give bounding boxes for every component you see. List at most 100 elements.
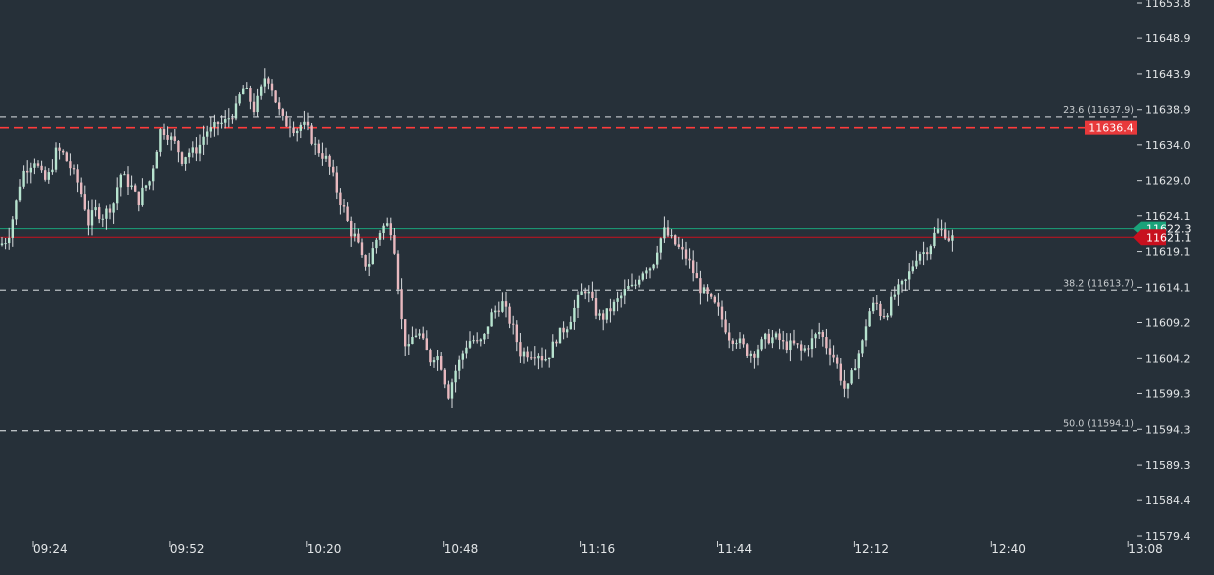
fib-level-label: 23.6 (11637.9) bbox=[1063, 105, 1134, 116]
candle-down bbox=[674, 235, 677, 245]
candle-down bbox=[76, 169, 79, 183]
price-axis[interactable]: 11653.8 11648.9 11643.9 11638.9 11634.0 11629… bbox=[1137, 0, 1191, 543]
candle-down bbox=[40, 165, 43, 171]
candle-down bbox=[720, 306, 724, 320]
candle-down bbox=[713, 296, 716, 303]
y-tick-label: 11638.9 bbox=[1145, 104, 1191, 117]
candle-up bbox=[933, 232, 936, 247]
candle-down bbox=[724, 319, 727, 333]
candle-up bbox=[242, 88, 245, 95]
candle-up bbox=[33, 163, 36, 168]
candle-up bbox=[659, 238, 662, 253]
candle-down bbox=[126, 174, 130, 188]
candle-up bbox=[51, 169, 54, 173]
candle-down bbox=[281, 109, 284, 116]
y-tick-label: 11589.3 bbox=[1145, 459, 1191, 472]
candle-down bbox=[746, 344, 749, 356]
candle-down bbox=[710, 293, 713, 297]
candle-up bbox=[296, 130, 299, 134]
candle-up bbox=[558, 327, 562, 344]
candle-down bbox=[717, 302, 720, 307]
candle-down bbox=[400, 289, 403, 320]
candle-down bbox=[782, 340, 785, 342]
candle-down bbox=[36, 163, 40, 166]
candle-up bbox=[702, 287, 706, 294]
candle-up bbox=[105, 208, 108, 219]
candle-down bbox=[26, 170, 29, 173]
candle-down bbox=[80, 182, 83, 195]
candle-down bbox=[332, 166, 335, 173]
candle-down bbox=[288, 126, 292, 128]
candle-up bbox=[616, 298, 619, 302]
candle-down bbox=[69, 161, 72, 169]
candle-up bbox=[735, 343, 738, 345]
candle-up bbox=[764, 333, 767, 340]
candle-down bbox=[357, 233, 360, 243]
candle-down bbox=[944, 229, 947, 239]
candle-down bbox=[609, 308, 612, 312]
candle-down bbox=[555, 341, 558, 344]
candle-up bbox=[501, 301, 504, 312]
candle-down bbox=[807, 348, 810, 350]
candle-down bbox=[137, 191, 140, 206]
candle-down bbox=[785, 341, 788, 351]
candle-up bbox=[774, 333, 778, 338]
candle-down bbox=[728, 332, 731, 341]
candle-up bbox=[749, 353, 752, 356]
candle-down bbox=[396, 253, 400, 290]
candle-down bbox=[695, 273, 698, 279]
candle-up bbox=[159, 129, 162, 152]
candle-down bbox=[216, 122, 220, 125]
x-tick-label: 11:44 bbox=[718, 542, 753, 556]
candle-up bbox=[382, 225, 385, 234]
candle-down bbox=[562, 327, 565, 333]
candle-up bbox=[576, 294, 580, 308]
candle-up bbox=[663, 227, 666, 239]
candle-down bbox=[497, 310, 500, 312]
price-lines bbox=[0, 126, 1137, 238]
candle-up bbox=[263, 78, 266, 87]
candle-down bbox=[278, 102, 281, 110]
candle-up bbox=[893, 294, 896, 297]
last-price-tag bbox=[1133, 229, 1166, 246]
candle-down bbox=[684, 249, 688, 259]
candle-up bbox=[918, 254, 922, 261]
candle-up bbox=[868, 311, 871, 327]
candle-up bbox=[738, 338, 742, 344]
candle-up bbox=[605, 308, 608, 320]
x-tick-label: 09:24 bbox=[33, 542, 68, 556]
x-tick-label: 09:52 bbox=[170, 542, 205, 556]
candle-up bbox=[598, 313, 601, 316]
candle-down bbox=[796, 343, 799, 345]
y-tick-label: 11643.9 bbox=[1145, 68, 1191, 81]
candle-down bbox=[594, 298, 598, 316]
candle-down bbox=[62, 150, 65, 153]
candle-down bbox=[342, 205, 346, 207]
candle-up bbox=[18, 186, 22, 201]
x-tick-label: 10:20 bbox=[307, 542, 342, 556]
candle-down bbox=[393, 235, 396, 254]
candle-down bbox=[526, 351, 529, 358]
candle-down bbox=[339, 192, 342, 206]
candle-down bbox=[180, 152, 184, 164]
candle-down bbox=[731, 340, 734, 344]
candle-up bbox=[760, 339, 763, 350]
candle-up bbox=[90, 210, 94, 226]
time-axis[interactable]: 09:24 09:52 10:20 10:48 11:16 11:44 12:12 12:40… bbox=[32, 541, 1163, 556]
candle-up bbox=[537, 355, 540, 359]
candle-up bbox=[468, 341, 472, 348]
y-tick-label: 11579.4 bbox=[1145, 530, 1191, 543]
y-tick-label: 11629.0 bbox=[1145, 175, 1191, 188]
candle-up bbox=[771, 337, 774, 344]
candle-down bbox=[87, 209, 90, 226]
candle-up bbox=[386, 223, 389, 226]
candle-up bbox=[112, 203, 115, 213]
candle-up bbox=[573, 307, 576, 322]
x-tick-label: 13:08 bbox=[1128, 542, 1163, 556]
candle-up bbox=[638, 279, 641, 285]
candle-up bbox=[814, 334, 817, 339]
candle-down bbox=[350, 220, 353, 237]
candle-up bbox=[209, 127, 212, 132]
